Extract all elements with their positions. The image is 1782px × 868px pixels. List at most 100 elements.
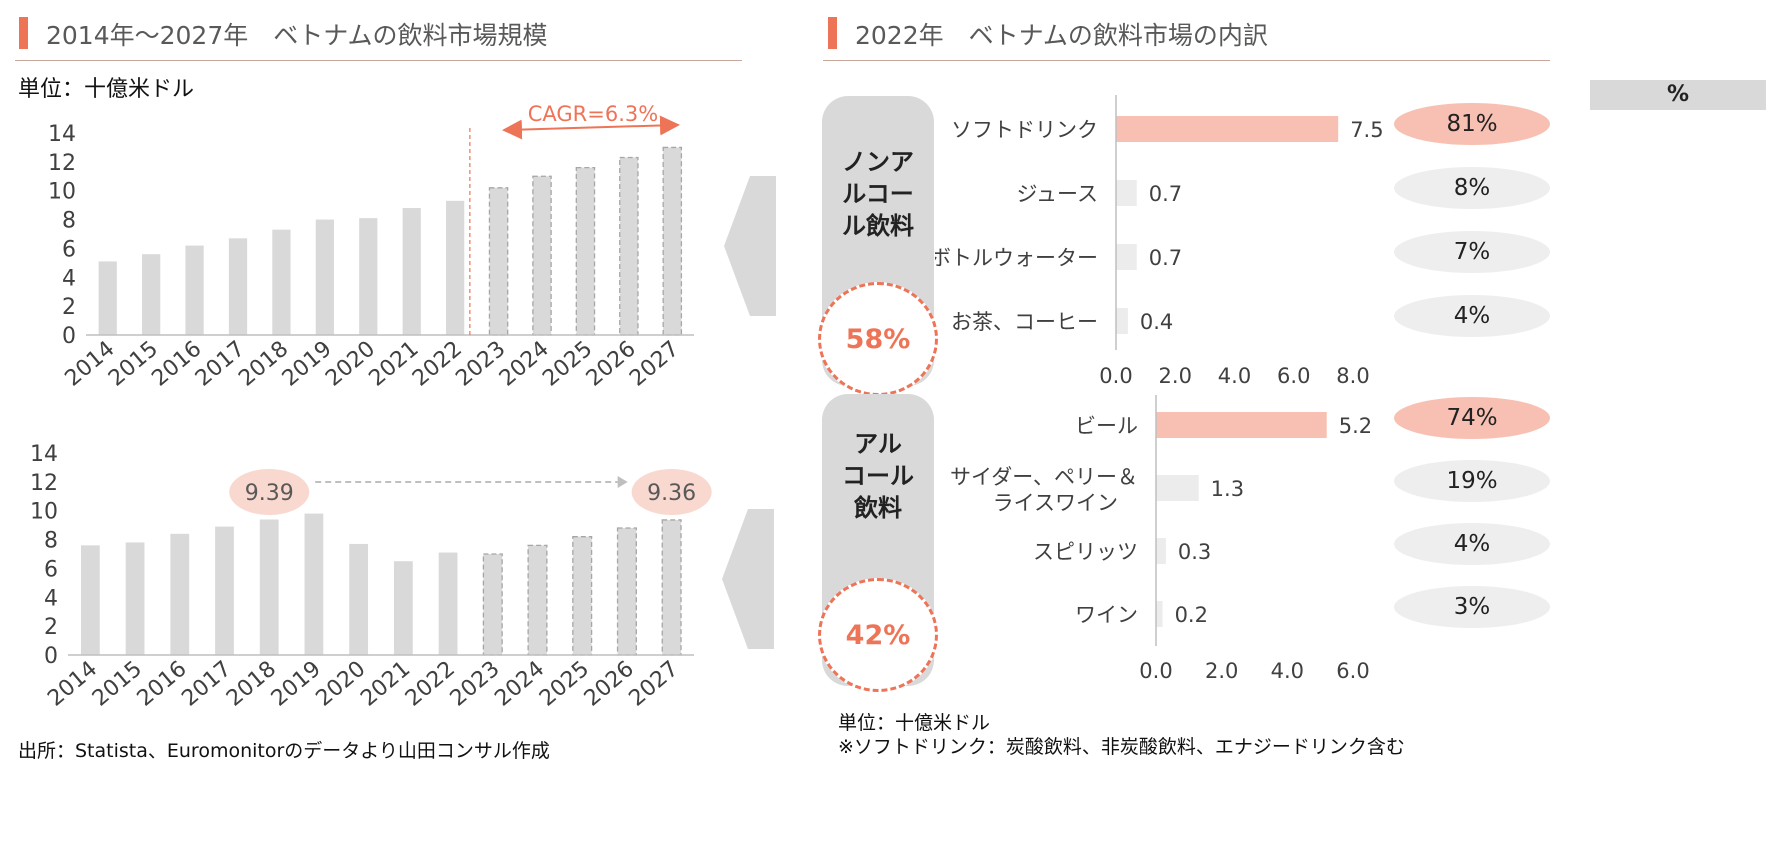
left-title-accent [19, 17, 28, 49]
y-tick-label: 4 [62, 266, 76, 291]
share-pill: 74% [1394, 397, 1550, 439]
bar-2020 [359, 218, 378, 335]
y-tick-label: 8 [62, 209, 76, 234]
y-tick-label: 12 [30, 471, 58, 496]
x-tick-label: 4.0 [1271, 659, 1304, 683]
bar-2017 [228, 238, 248, 335]
bar-2023 [482, 553, 503, 656]
alcohol-label: アル コール 飲料 [842, 430, 914, 522]
x-tick-label: 2022 [408, 336, 467, 391]
connector-arrow-top [724, 176, 776, 316]
x-tick-label: 2026 [580, 656, 639, 711]
category-label-line2: ライスワイン [993, 491, 1118, 515]
y-tick-label: 6 [44, 557, 58, 582]
category-label: ビール [1075, 414, 1138, 438]
x-tick-label: 6.0 [1336, 659, 1369, 683]
callout-bubble [229, 469, 310, 515]
x-tick-label: 2025 [535, 656, 594, 711]
x-tick-label: 2025 [538, 336, 597, 391]
bar-ボトルウォーター [1116, 244, 1137, 270]
bar-2025 [575, 166, 596, 336]
x-tick-label: 2017 [177, 656, 236, 711]
x-tick-label: 8.0 [1336, 364, 1369, 388]
x-tick-label: 2016 [133, 656, 192, 711]
x-tick-label: 2023 [451, 336, 510, 391]
x-tick-label: 2027 [625, 336, 684, 391]
y-tick-label: 14 [48, 122, 76, 147]
source-note: 出所：Statista、Euromonitorのデータより山田コンサル作成 [18, 740, 550, 762]
x-tick-label: 2019 [267, 656, 326, 711]
bar-2022 [438, 552, 458, 655]
cagr-label: CAGR=6.3% [528, 102, 658, 126]
y-tick-label: 0 [62, 324, 76, 349]
callout-label: 9.36 [647, 481, 696, 506]
x-tick-label: 0.0 [1139, 659, 1172, 683]
bar-2017 [215, 526, 234, 655]
x-tick-label: 0.0 [1099, 364, 1132, 388]
bar-2022 [446, 200, 465, 335]
category-label: ワイン [1075, 603, 1138, 627]
bar-サイダー、ペリー＆ライスワイン [1156, 475, 1199, 501]
share-pill: 19% [1394, 460, 1550, 502]
x-tick-label: 2015 [88, 656, 147, 711]
share-column-header: % [1590, 80, 1766, 110]
category-label: スピリッツ [1033, 540, 1138, 564]
bar-ソフトドリンク [1116, 116, 1339, 142]
x-tick-label: 2018 [234, 336, 293, 391]
comparison-arrowhead [617, 476, 628, 488]
x-tick-label: 6.0 [1277, 364, 1310, 388]
left-unit-label: 単位：十億米ドル [18, 77, 195, 102]
y-tick-label: 10 [48, 180, 76, 205]
non-alcohol-label: ノンアルコール飲料 [822, 146, 934, 242]
y-tick-label: 4 [44, 586, 58, 611]
right-title: 2022年 ベトナムの飲料市場の内訳 [855, 21, 1268, 50]
x-tick-label: 2015 [104, 336, 163, 391]
non-alcohol-share: 58% [845, 323, 911, 355]
x-tick-label: 2.0 [1205, 659, 1238, 683]
right-title-accent [828, 17, 837, 49]
value-label: 5.2 [1339, 414, 1372, 438]
category-label: お茶、コーヒー [951, 310, 1098, 334]
bar-2026 [619, 156, 639, 336]
connector-arrow-bottom [722, 509, 774, 649]
y-tick-label: 14 [30, 442, 58, 467]
bar-2025 [572, 536, 593, 656]
share-pill: 81% [1394, 103, 1550, 145]
bar-2015 [142, 254, 161, 335]
alcohol-share: 42% [845, 619, 911, 651]
bar-2024 [532, 175, 552, 336]
callout-label: 9.39 [245, 481, 294, 506]
x-tick-label: 2019 [278, 336, 337, 391]
value-label: 0.3 [1178, 540, 1211, 564]
bar-2023 [488, 187, 509, 336]
bar-2015 [125, 542, 145, 655]
bar-2027 [662, 146, 683, 336]
value-label: 0.2 [1175, 603, 1208, 627]
bar-スピリッツ [1156, 538, 1166, 564]
share-pill: 4% [1394, 295, 1550, 337]
value-label: 1.3 [1211, 477, 1244, 501]
bar-2021 [402, 208, 421, 335]
bar-2019 [315, 219, 334, 335]
x-tick-label: 4.0 [1218, 364, 1251, 388]
right-unit-label: 単位：十億米ドル [838, 712, 991, 734]
non-alcohol-share-circle: 58% [818, 282, 938, 396]
share-pill: 8% [1394, 167, 1550, 209]
bar-2018 [259, 519, 279, 655]
bar-2027 [661, 519, 682, 656]
x-tick-label: 2.0 [1159, 364, 1192, 388]
bar-ワイン [1156, 601, 1163, 627]
x-tick-label: 2022 [401, 656, 460, 711]
market-size-chart: 0246810121420142015201620172018201920202… [48, 102, 694, 392]
bar-ジュース [1116, 180, 1137, 206]
x-tick-label: 2021 [365, 336, 424, 391]
value-label: 0.7 [1149, 182, 1182, 206]
y-tick-label: 2 [62, 295, 76, 320]
x-tick-label: 2024 [490, 656, 549, 711]
bar-2021 [393, 561, 413, 655]
non-alcohol-label-text: ノンアルコール飲料 [842, 148, 914, 240]
category-label: ソフトドリンク [951, 118, 1098, 142]
x-tick-label: 2021 [356, 656, 415, 711]
bar-2020 [349, 543, 369, 655]
y-tick-label: 6 [62, 237, 76, 262]
